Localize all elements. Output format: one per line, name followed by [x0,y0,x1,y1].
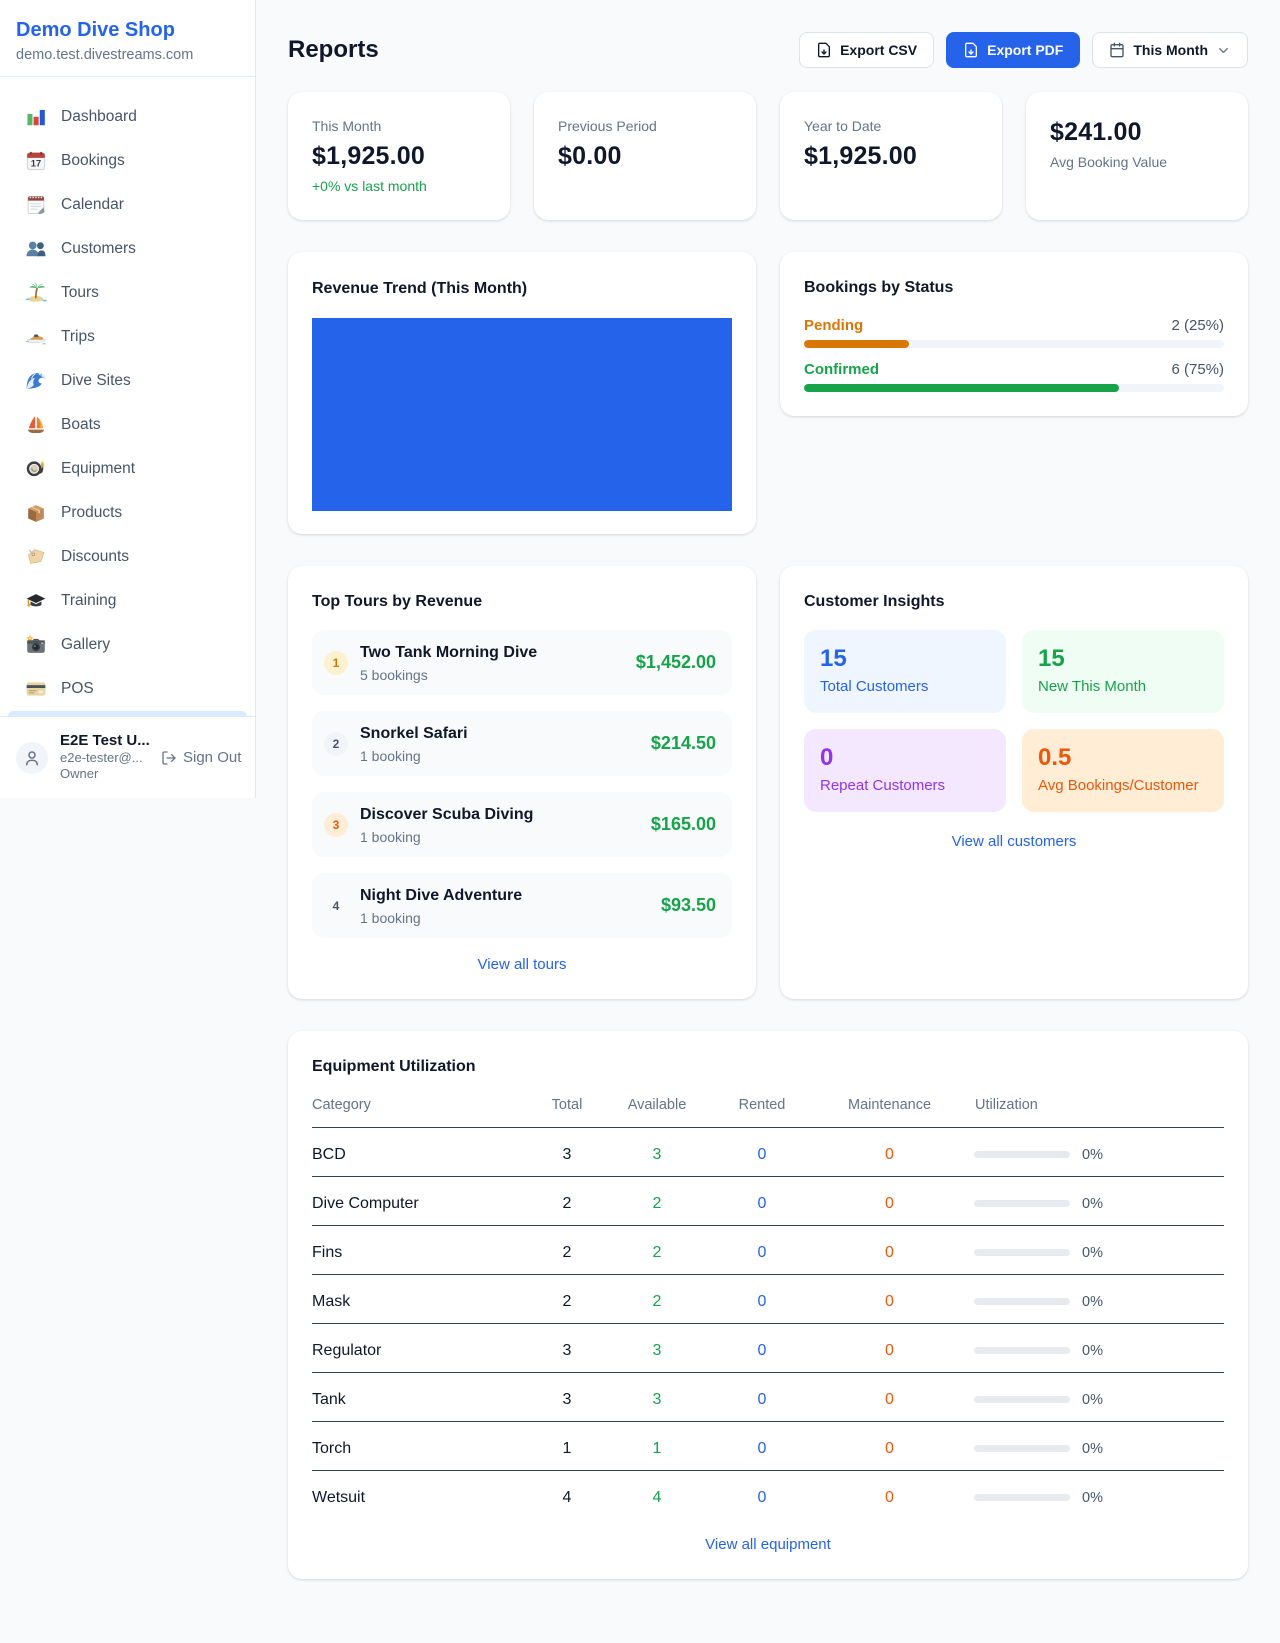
svg-text:17: 17 [31,159,41,169]
